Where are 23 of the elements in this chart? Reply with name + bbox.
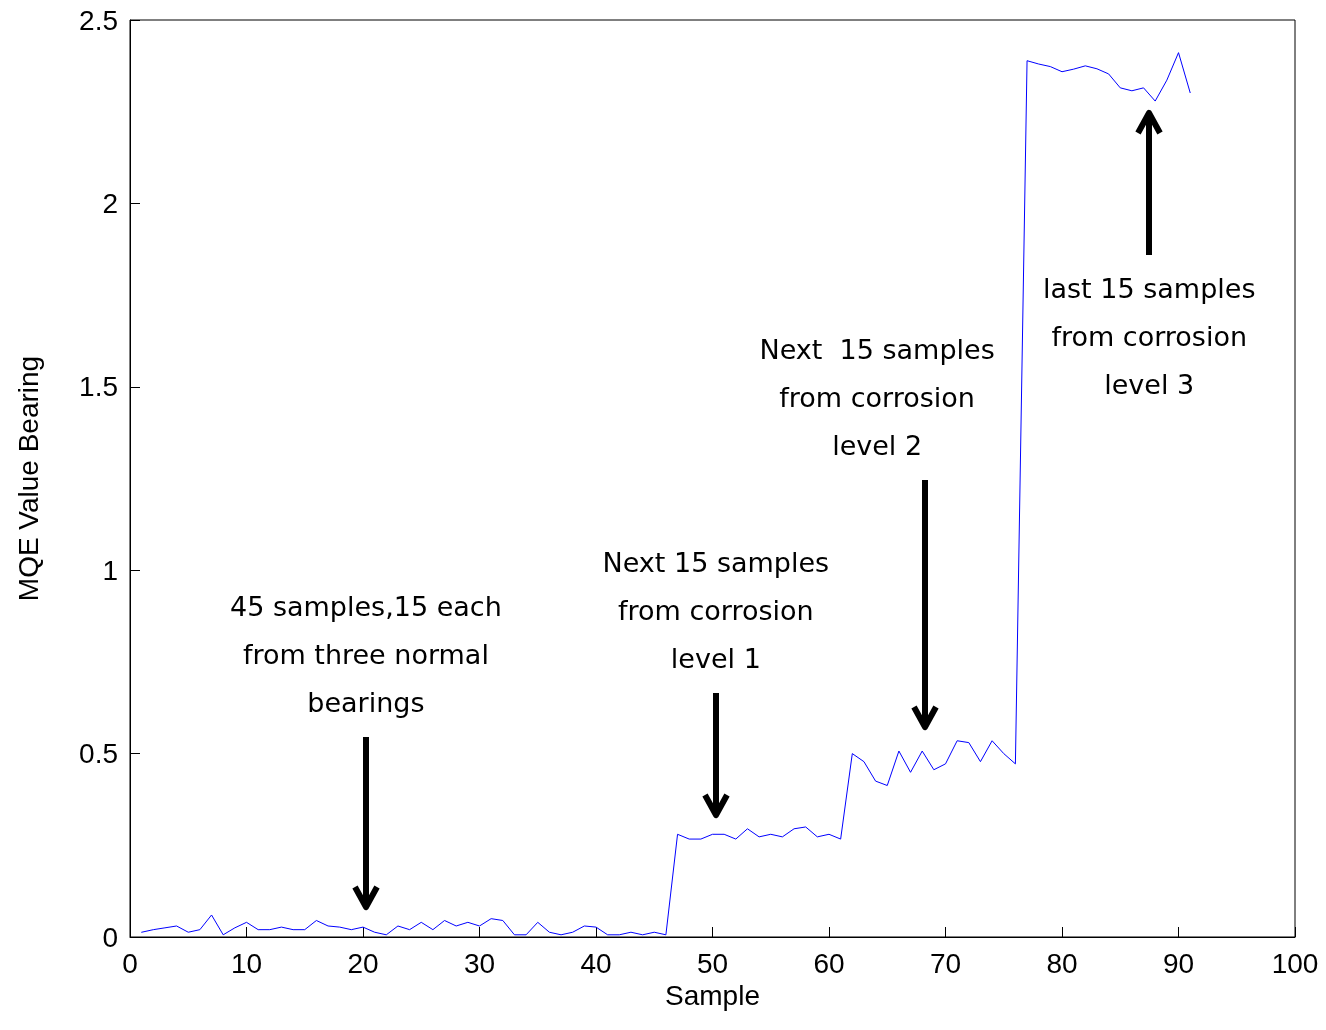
x-tick-label: 90 xyxy=(1162,947,1195,979)
x-tick-label: 40 xyxy=(580,947,612,979)
y-axis-title: MQE Value Bearing xyxy=(12,355,44,602)
annotation: last 15 samples from corrosion level 3 xyxy=(1043,272,1256,402)
x-tick-label: 70 xyxy=(929,947,962,979)
y-tick-label: 2.5 xyxy=(79,4,118,36)
x-tick-label: 20 xyxy=(347,947,379,979)
x-tick-label: 50 xyxy=(696,947,729,979)
x-tick-label: 30 xyxy=(463,947,496,979)
y-tick-label: 0 xyxy=(102,921,118,953)
x-tick-label: 0 xyxy=(122,947,138,979)
x-tick-label: 60 xyxy=(813,947,845,979)
annotation: Next 15 samples from corrosion level 1 xyxy=(602,546,830,676)
x-tick-label: 80 xyxy=(1046,947,1078,979)
x-tick-label: 10 xyxy=(230,947,263,979)
y-tick-label: 0.5 xyxy=(79,738,118,770)
y-tick-label: 1.5 xyxy=(79,371,118,403)
x-tick-label: 100 xyxy=(1271,947,1319,979)
y-tick-label: 1 xyxy=(102,554,118,586)
annotation: Next 15 samples from corrosion level 2 xyxy=(759,333,995,463)
annotation: 45 samples,15 each from three normal bearings xyxy=(230,590,502,720)
y-tick-label: 2 xyxy=(102,187,118,219)
x-axis-title: Sample xyxy=(665,980,760,1012)
